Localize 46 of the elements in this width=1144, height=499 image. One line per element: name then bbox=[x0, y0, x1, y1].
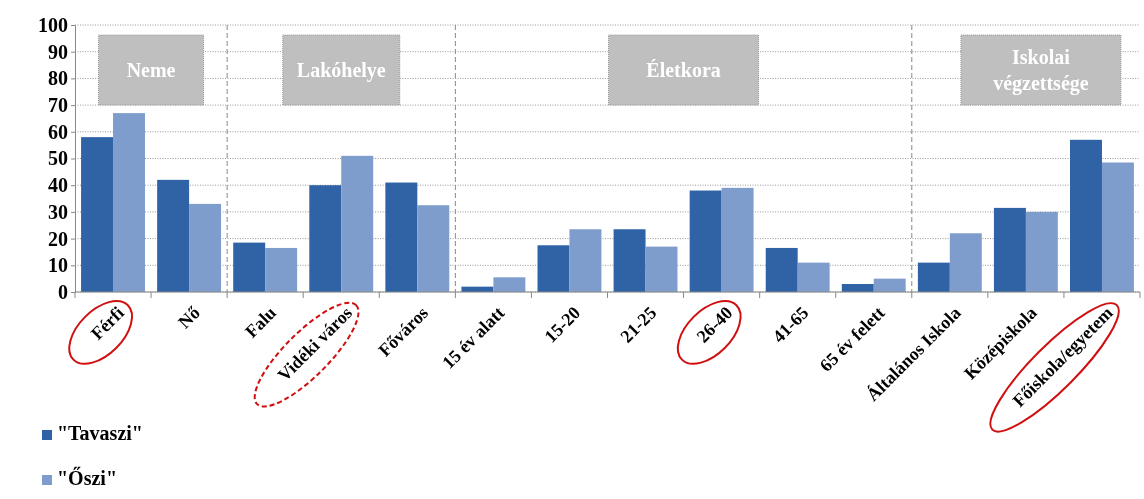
y-tick-label: 30 bbox=[48, 200, 68, 223]
bar bbox=[537, 245, 570, 292]
bar bbox=[569, 229, 602, 292]
y-tick-label: 100 bbox=[38, 13, 68, 36]
bar bbox=[265, 247, 298, 292]
y-tick-label: 90 bbox=[48, 40, 68, 63]
annotation: Iskolai végzettsége bbox=[993, 46, 1089, 95]
bar bbox=[993, 207, 1026, 292]
bar bbox=[309, 185, 342, 292]
bar bbox=[1101, 162, 1134, 292]
y-tick-label: 60 bbox=[48, 120, 68, 143]
bar bbox=[1025, 211, 1058, 292]
y-tick-label: 10 bbox=[48, 254, 68, 277]
y-tick-label: 0 bbox=[58, 280, 68, 303]
bar bbox=[189, 203, 222, 292]
bar bbox=[417, 205, 450, 292]
y-tick-label: 50 bbox=[48, 147, 68, 170]
x-tick-label: Falu bbox=[241, 302, 281, 342]
bar bbox=[873, 278, 906, 292]
bar bbox=[689, 190, 722, 292]
bar bbox=[613, 229, 646, 292]
bar bbox=[113, 113, 145, 292]
annotation: Életkora bbox=[646, 59, 721, 81]
bar bbox=[721, 187, 754, 292]
bar bbox=[341, 155, 374, 292]
annotation: Neme bbox=[126, 59, 176, 81]
bar bbox=[233, 242, 266, 292]
annotation: Lakóhelye bbox=[296, 59, 386, 82]
bar bbox=[645, 246, 678, 292]
y-tick-label: 20 bbox=[48, 227, 68, 250]
bar bbox=[765, 247, 798, 292]
bar bbox=[157, 179, 190, 292]
legend-label: "Őszi" bbox=[57, 466, 117, 489]
bar bbox=[797, 262, 830, 292]
bar bbox=[385, 182, 418, 292]
y-tick-label: 40 bbox=[48, 174, 68, 197]
x-tick-label: Nő bbox=[174, 302, 204, 333]
bar bbox=[949, 233, 982, 292]
bar bbox=[1070, 139, 1102, 292]
x-tick-label: 15 év alatt bbox=[438, 302, 509, 373]
bar bbox=[493, 277, 526, 292]
bar bbox=[81, 137, 114, 292]
y-tick-label: 80 bbox=[48, 67, 68, 90]
y-tick-label: 70 bbox=[48, 94, 68, 116]
bar bbox=[917, 262, 950, 292]
legend-label: "Tavaszi" bbox=[57, 422, 143, 444]
